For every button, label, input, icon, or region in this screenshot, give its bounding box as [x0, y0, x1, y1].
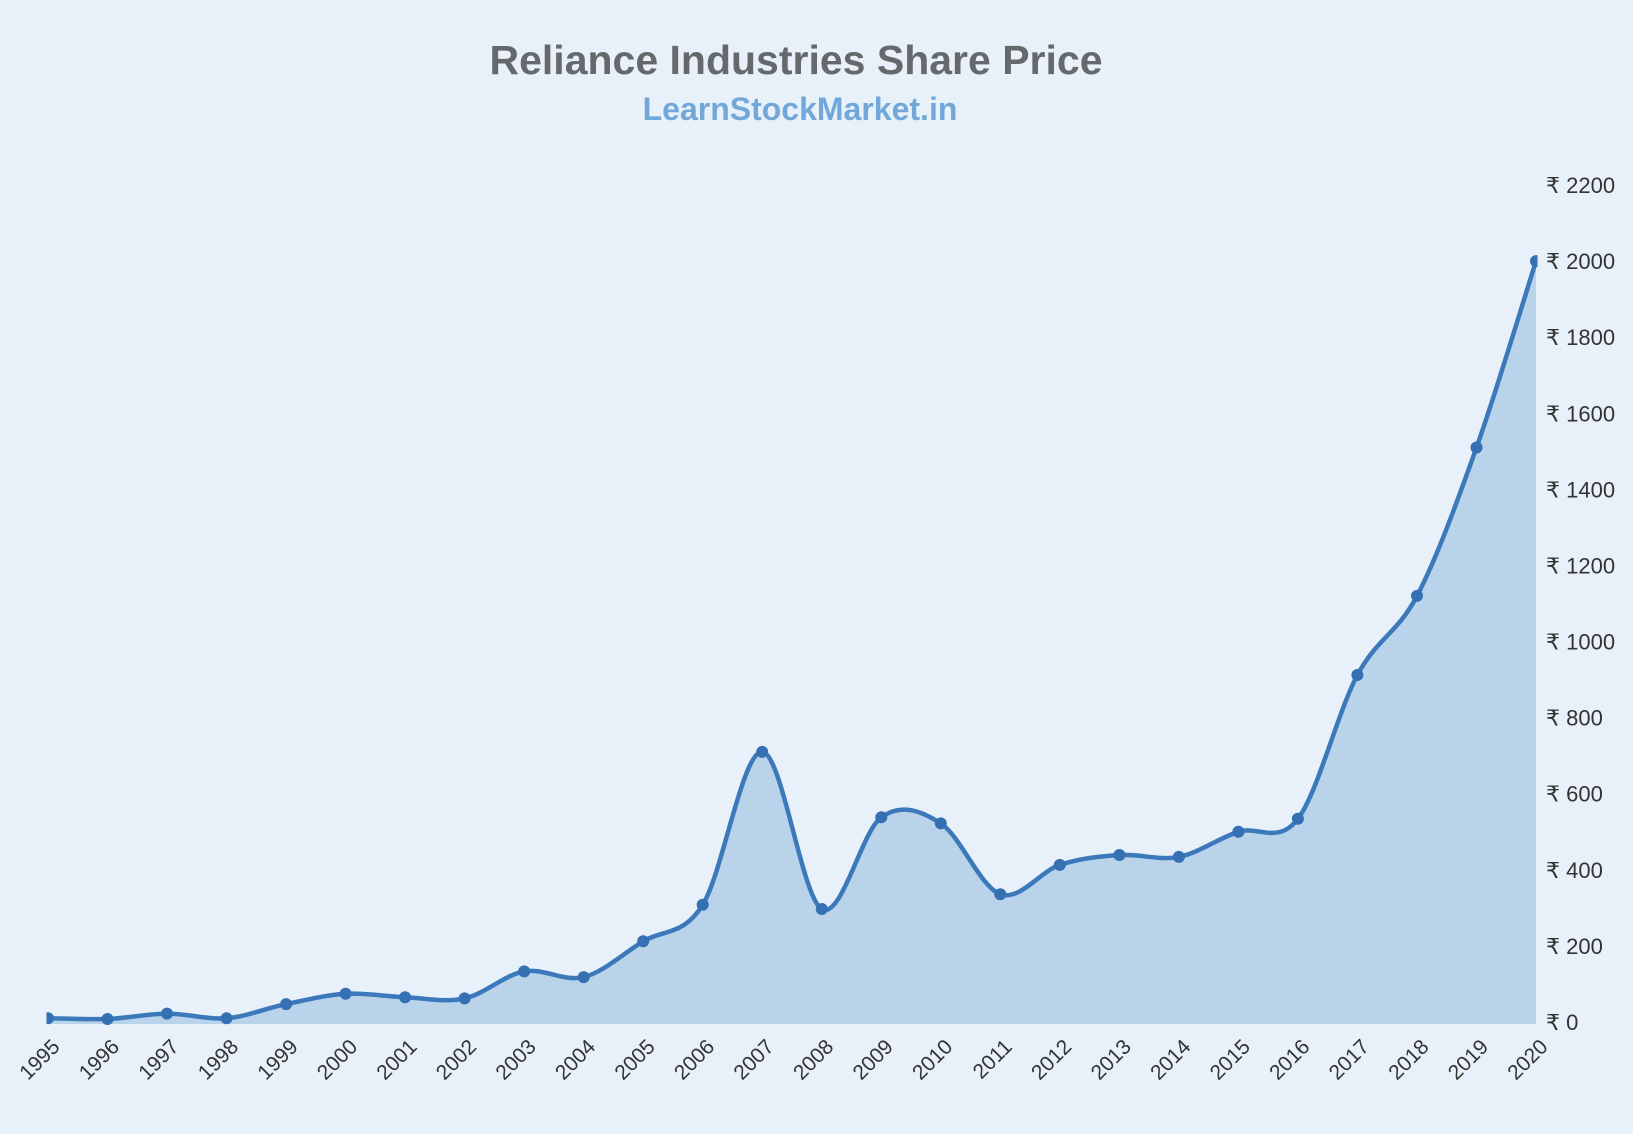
y-axis-label-1200: ₹ 1200 — [1546, 554, 1615, 579]
x-axis-label-2011: 2011 — [969, 1035, 1017, 1083]
x-axis-label-2003: 2003 — [491, 1035, 540, 1084]
chart-title: Reliance Industries Share Price — [489, 37, 1103, 83]
y-axis-label-800: ₹ 800 — [1546, 706, 1603, 731]
y-axis: ₹ 0 ₹ 200 ₹ 400 ₹ 600 ₹ 800 ₹ 1000 ₹ 1200 ₹ 140… — [1546, 173, 1615, 1035]
x-axis-label-2001: 2001 — [372, 1035, 421, 1084]
data-point-1996[interactable] — [101, 1013, 114, 1025]
y-axis-label-600: ₹ 600 — [1546, 782, 1603, 807]
x-axis-label-2019: 2019 — [1444, 1035, 1493, 1084]
y-axis-label-0: ₹ 0 — [1546, 1010, 1578, 1035]
y-axis-label-2200: ₹ 2200 — [1546, 173, 1615, 198]
data-point-2003[interactable] — [518, 965, 531, 978]
data-point-2008[interactable] — [815, 903, 828, 915]
data-point-2004[interactable] — [577, 971, 590, 984]
x-axis-label-2006: 2006 — [670, 1035, 719, 1084]
data-point-2012[interactable] — [1053, 858, 1066, 871]
x-axis-label-2012: 2012 — [1027, 1035, 1076, 1084]
data-point-2013[interactable] — [1113, 849, 1126, 861]
x-axis-label-2004: 2004 — [551, 1035, 601, 1085]
area-fill — [48, 261, 1536, 1025]
data-point-2002[interactable] — [458, 992, 471, 1005]
data-point-2001[interactable] — [399, 991, 412, 1004]
x-axis-label-2000: 2000 — [313, 1035, 362, 1084]
y-axis-label-200: ₹ 200 — [1546, 934, 1603, 959]
x-axis-label-1997: 1997 — [134, 1035, 183, 1084]
data-point-2017[interactable] — [1351, 669, 1364, 681]
data-point-2015[interactable] — [1232, 825, 1245, 838]
x-axis-label-2010: 2010 — [908, 1035, 957, 1084]
x-axis-label-2016: 2016 — [1265, 1035, 1314, 1084]
x-axis-label-2007: 2007 — [729, 1035, 778, 1084]
share-price-series — [42, 255, 1542, 1025]
x-axis-label-2008: 2008 — [789, 1035, 838, 1084]
x-axis-label-1996: 1996 — [75, 1035, 124, 1084]
chart-subtitle-link[interactable]: LearnStockMarket.in — [642, 91, 958, 127]
x-axis-label-2002: 2002 — [432, 1035, 481, 1084]
y-axis-label-2000: ₹ 2000 — [1546, 249, 1615, 274]
x-axis-label-2015: 2015 — [1206, 1035, 1255, 1084]
x-axis-label-2013: 2013 — [1087, 1035, 1136, 1084]
x-axis-label-2020: 2020 — [1503, 1035, 1552, 1084]
x-axis-label-1998: 1998 — [194, 1035, 243, 1084]
data-point-2000[interactable] — [339, 987, 352, 1000]
y-axis-label-400: ₹ 400 — [1546, 858, 1603, 883]
y-axis-label-1600: ₹ 1600 — [1546, 401, 1615, 426]
x-axis-label-2014: 2014 — [1146, 1035, 1196, 1085]
data-point-2006[interactable] — [696, 898, 709, 911]
data-point-2020[interactable] — [1530, 255, 1542, 268]
x-axis-label-2005: 2005 — [610, 1035, 659, 1084]
x-axis-label-2017: 2017 — [1325, 1035, 1374, 1084]
y-axis-label-1400: ₹ 1400 — [1546, 477, 1615, 502]
data-point-2007[interactable] — [756, 745, 769, 758]
data-point-2014[interactable] — [1172, 850, 1185, 863]
data-point-2018[interactable] — [1411, 589, 1423, 602]
data-point-1995[interactable] — [42, 1012, 54, 1025]
data-point-2016[interactable] — [1291, 812, 1304, 825]
data-point-1997[interactable] — [161, 1007, 173, 1020]
data-point-1998[interactable] — [220, 1012, 233, 1025]
x-axis-label-1995: 1995 — [15, 1035, 64, 1084]
y-axis-label-1000: ₹ 1000 — [1546, 630, 1615, 655]
data-point-2009[interactable] — [875, 811, 888, 824]
x-axis-label-2018: 2018 — [1384, 1035, 1433, 1084]
x-axis-label-2009: 2009 — [849, 1035, 898, 1084]
data-point-2010[interactable] — [934, 817, 947, 830]
data-point-2011[interactable] — [994, 888, 1007, 901]
data-point-2005[interactable] — [637, 935, 650, 948]
data-point-1999[interactable] — [280, 998, 293, 1011]
y-axis-label-1800: ₹ 1800 — [1546, 325, 1615, 350]
x-axis-label-1999: 1999 — [253, 1035, 302, 1084]
data-point-2019[interactable] — [1470, 441, 1483, 454]
x-axis: 1995 1996 1997 1998 1999 2000 2001 2002 2003 2004… — [15, 1035, 1552, 1085]
